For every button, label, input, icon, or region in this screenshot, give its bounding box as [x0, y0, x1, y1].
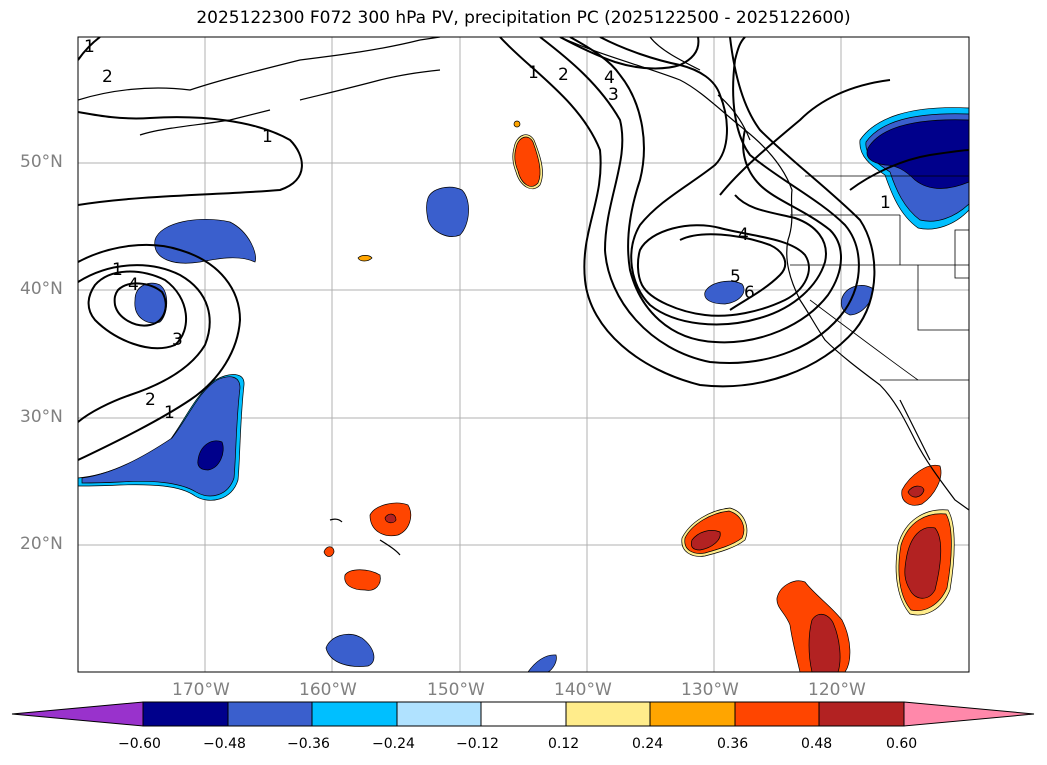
pv-label-2: 2: [102, 67, 113, 87]
pv-label-16: 1: [880, 193, 891, 213]
colorbar-segment: [734, 701, 820, 727]
pv-label-7: 2: [145, 390, 156, 410]
map-area: [78, 37, 969, 672]
lon-label: 120°W: [808, 680, 866, 700]
colorbar-segment: [649, 701, 736, 727]
colorbar-segment: [142, 701, 229, 727]
colorbar-tick: −0.48: [203, 736, 246, 752]
pv-label-15: 6: [744, 283, 755, 303]
lat-label: 30°N: [20, 407, 63, 427]
pv-label-4: 1: [112, 260, 123, 280]
colorbar-tick: 0.12: [548, 736, 580, 752]
colorbar-segment: [818, 701, 905, 727]
pv-label-14: 5: [730, 267, 741, 287]
map-frame: [77, 36, 970, 673]
colorbar-segment: [311, 701, 398, 727]
colorbar-segment: [565, 701, 651, 727]
pv-label-6: 3: [172, 330, 183, 350]
pv-label-3: 1: [262, 127, 273, 147]
pv-label-12: 3: [608, 85, 619, 105]
colorbar-tick: −0.60: [118, 736, 161, 752]
negative-precip-areas: [78, 107, 969, 672]
colorbar-segment: [480, 701, 567, 727]
colorbar-tick: 0.36: [717, 736, 749, 752]
lat-label: 40°N: [20, 279, 63, 299]
lon-label: 140°W: [554, 680, 612, 700]
lon-label: 150°W: [427, 680, 485, 700]
pv-label-10: 2: [558, 65, 569, 85]
pv-label-8: 1: [164, 403, 175, 423]
lat-label: 20°N: [20, 534, 63, 554]
lon-label: 130°W: [681, 680, 739, 700]
lat-label: 50°N: [20, 152, 63, 172]
colorbar-tick: 0.48: [801, 736, 833, 752]
map-title: 2025122300 F072 300 hPa PV, precipitatio…: [196, 8, 851, 28]
pv-contours: [78, 37, 969, 461]
lon-label: 170°W: [172, 680, 230, 700]
colorbar-segment: [227, 701, 313, 727]
pv-label-5: 4: [128, 275, 139, 295]
colorbar-segment: [396, 701, 482, 727]
pv-label-11: 4: [604, 68, 615, 88]
colorbar-extend-high: [903, 701, 1035, 727]
colorbar-tick: 0.24: [632, 736, 664, 752]
positive-precip-areas: [323, 120, 955, 672]
colorbar: [11, 701, 1035, 727]
pv-label-1: 1: [84, 37, 95, 57]
colorbar-tick: −0.24: [372, 736, 415, 752]
pv-label-13: 4: [738, 225, 749, 245]
pv-label-9: 1: [528, 63, 539, 83]
colorbar-extend-low: [11, 701, 144, 727]
colorbar-tick: 0.60: [886, 736, 918, 752]
colorbar-tick: −0.12: [456, 736, 499, 752]
lon-label: 160°W: [299, 680, 357, 700]
contour-labels: 1 2 1 1 4 3 2 1 1 2 4 3 4 5 6 1: [84, 37, 891, 423]
colorbar-tick: −0.36: [287, 736, 330, 752]
